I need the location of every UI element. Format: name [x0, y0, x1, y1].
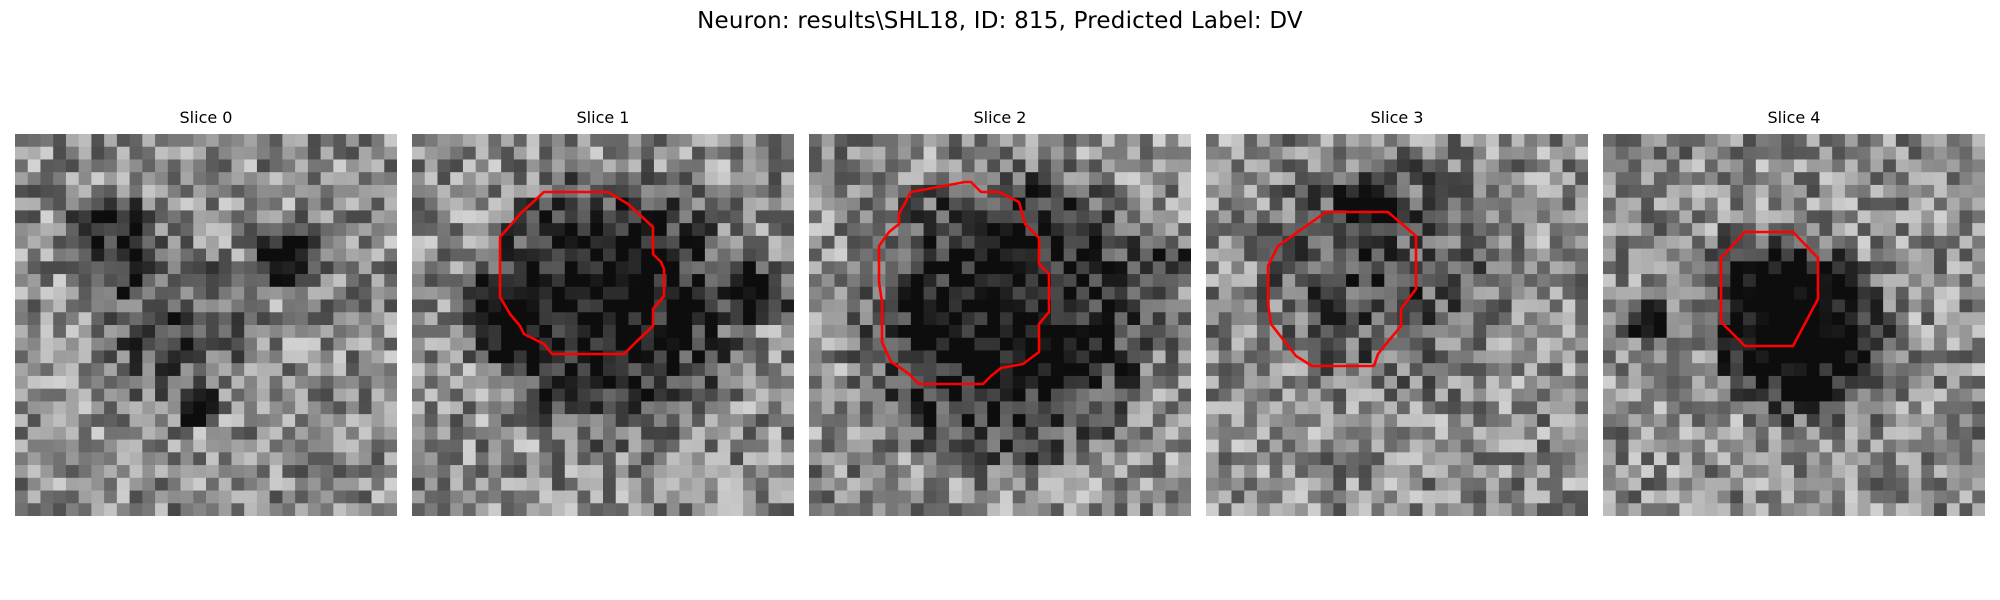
- slice-title-2: Slice 2: [973, 108, 1027, 127]
- slice-image-2: [809, 134, 1191, 516]
- slice-image-4: [1603, 134, 1985, 516]
- slice-title-4: Slice 4: [1767, 108, 1821, 127]
- slice-image-0: [15, 134, 397, 516]
- figure-title: Neuron: results\SHL18, ID: 815, Predicte…: [697, 8, 1303, 34]
- slice-image-1: [412, 134, 794, 516]
- neuron-outline-2: [877, 180, 1051, 386]
- neuron-outline-3: [1266, 210, 1418, 368]
- slice-title-3: Slice 3: [1370, 108, 1424, 127]
- slice-image-3: [1206, 134, 1588, 516]
- neuron-outline-4: [1719, 230, 1820, 348]
- neuron-outline-1: [498, 190, 666, 356]
- slice-title-0: Slice 0: [179, 108, 233, 127]
- slice-title-1: Slice 1: [576, 108, 630, 127]
